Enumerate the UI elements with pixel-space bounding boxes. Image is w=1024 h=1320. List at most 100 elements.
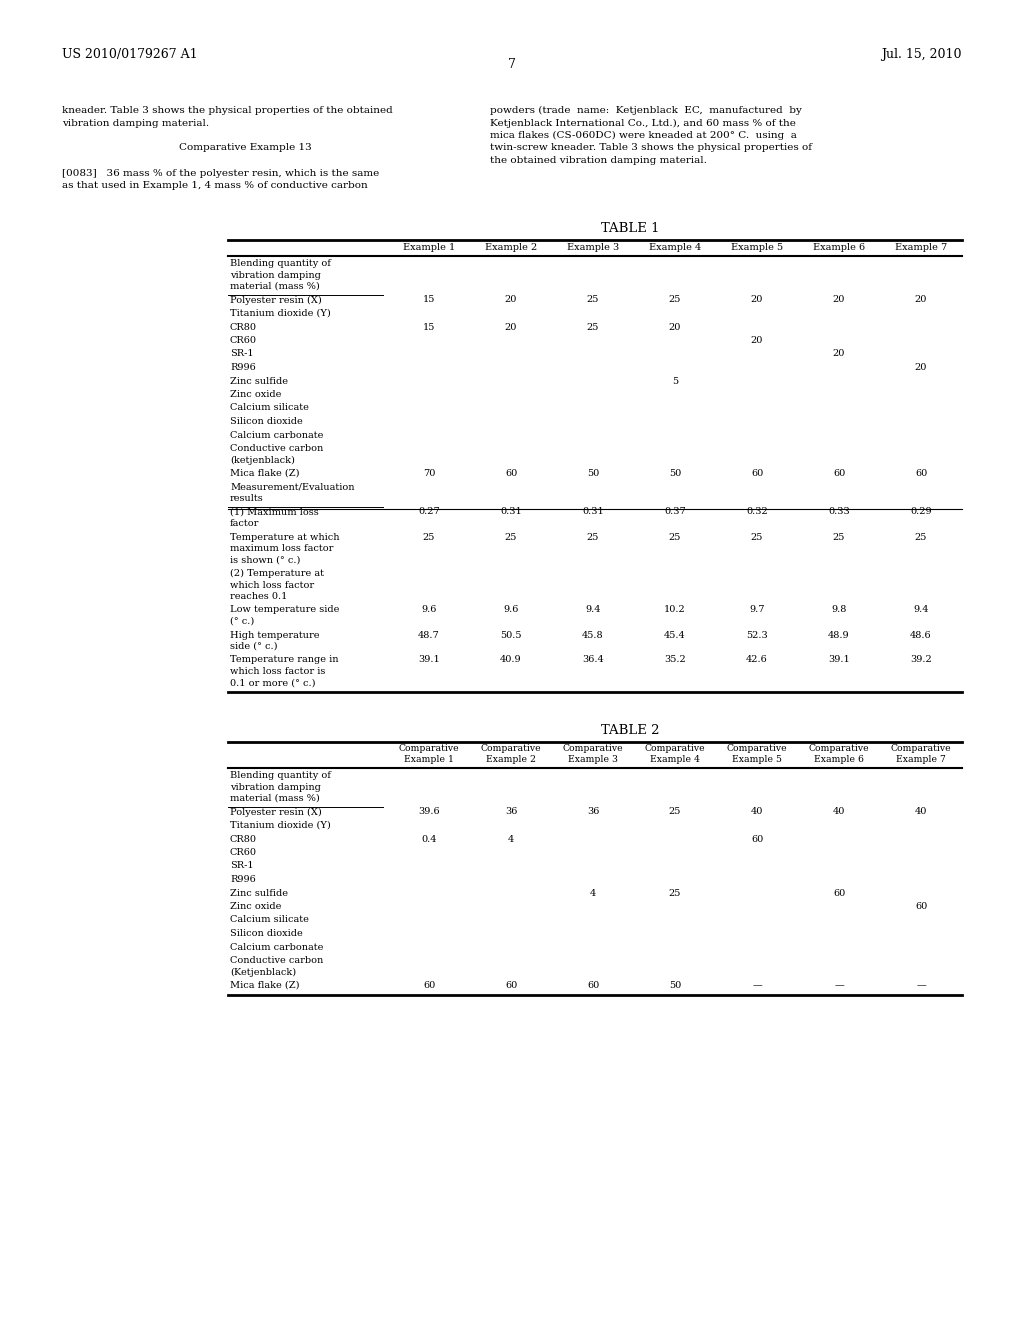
Text: 0.33: 0.33	[828, 507, 850, 516]
Text: [0083]   36 mass % of the polyester resin, which is the same: [0083] 36 mass % of the polyester resin,…	[62, 169, 379, 177]
Text: 60: 60	[833, 888, 845, 898]
Text: 36: 36	[587, 808, 599, 817]
Text: Comparative: Comparative	[891, 744, 951, 752]
Text: 50: 50	[669, 469, 681, 478]
Text: 60: 60	[751, 469, 763, 478]
Text: 9.8: 9.8	[831, 606, 847, 615]
Text: material (mass %): material (mass %)	[230, 282, 319, 290]
Text: 0.31: 0.31	[500, 507, 522, 516]
Text: 39.6: 39.6	[418, 808, 440, 817]
Text: 25: 25	[669, 888, 681, 898]
Text: Calcium carbonate: Calcium carbonate	[230, 942, 324, 952]
Text: 35.2: 35.2	[665, 656, 686, 664]
Text: 50: 50	[669, 981, 681, 990]
Text: Silicon dioxide: Silicon dioxide	[230, 417, 303, 426]
Text: R996: R996	[230, 875, 256, 884]
Text: Example 6: Example 6	[814, 755, 864, 764]
Text: reaches 0.1: reaches 0.1	[230, 591, 288, 601]
Text: twin-screw kneader. Table 3 shows the physical properties of: twin-screw kneader. Table 3 shows the ph…	[490, 144, 812, 153]
Text: the obtained vibration damping material.: the obtained vibration damping material.	[490, 156, 707, 165]
Text: —: —	[916, 981, 926, 990]
Text: Titanium dioxide (Y): Titanium dioxide (Y)	[230, 309, 331, 318]
Text: Polyester resin (X): Polyester resin (X)	[230, 296, 322, 305]
Text: 60: 60	[914, 902, 927, 911]
Text: 25: 25	[669, 532, 681, 541]
Text: 20: 20	[914, 296, 927, 305]
Text: 25: 25	[669, 808, 681, 817]
Text: 5: 5	[672, 376, 678, 385]
Text: Mica flake (Z): Mica flake (Z)	[230, 981, 299, 990]
Text: Temperature at which: Temperature at which	[230, 532, 340, 541]
Text: Comparative: Comparative	[398, 744, 460, 752]
Text: side (° c.): side (° c.)	[230, 642, 278, 651]
Text: CR80: CR80	[230, 834, 257, 843]
Text: SR-1: SR-1	[230, 862, 254, 870]
Text: results: results	[230, 494, 264, 503]
Text: R996: R996	[230, 363, 256, 372]
Text: 0.29: 0.29	[910, 507, 932, 516]
Text: Example 7: Example 7	[896, 755, 946, 764]
Text: CR60: CR60	[230, 337, 257, 345]
Text: Example 3: Example 3	[567, 243, 620, 252]
Text: Measurement/Evaluation: Measurement/Evaluation	[230, 483, 354, 491]
Text: Calcium carbonate: Calcium carbonate	[230, 430, 324, 440]
Text: 15: 15	[423, 296, 435, 305]
Text: 52.3: 52.3	[746, 631, 768, 639]
Text: 50.5: 50.5	[501, 631, 522, 639]
Text: 4: 4	[590, 888, 596, 898]
Text: Blending quantity of: Blending quantity of	[230, 259, 331, 268]
Text: High temperature: High temperature	[230, 631, 319, 639]
Text: SR-1: SR-1	[230, 350, 254, 359]
Text: Mica flake (Z): Mica flake (Z)	[230, 469, 299, 478]
Text: 20: 20	[505, 296, 517, 305]
Text: Polyester resin (X): Polyester resin (X)	[230, 808, 322, 817]
Text: Example 1: Example 1	[404, 755, 454, 764]
Text: 39.2: 39.2	[910, 656, 932, 664]
Text: which loss factor: which loss factor	[230, 581, 314, 590]
Text: maximum loss factor: maximum loss factor	[230, 544, 334, 553]
Text: 0.32: 0.32	[746, 507, 768, 516]
Text: 25: 25	[833, 532, 845, 541]
Text: Calcium silicate: Calcium silicate	[230, 916, 309, 924]
Text: 4: 4	[508, 834, 514, 843]
Text: 60: 60	[505, 981, 517, 990]
Text: 36.4: 36.4	[582, 656, 604, 664]
Text: 39.1: 39.1	[418, 656, 440, 664]
Text: 7: 7	[508, 58, 516, 71]
Text: 20: 20	[751, 296, 763, 305]
Text: 10.2: 10.2	[665, 606, 686, 615]
Text: —: —	[835, 981, 844, 990]
Text: Example 7: Example 7	[895, 243, 947, 252]
Text: 25: 25	[914, 532, 927, 541]
Text: 40.9: 40.9	[500, 656, 522, 664]
Text: Example 5: Example 5	[732, 755, 782, 764]
Text: 20: 20	[505, 322, 517, 331]
Text: 20: 20	[751, 337, 763, 345]
Text: Example 2: Example 2	[486, 755, 536, 764]
Text: 45.4: 45.4	[665, 631, 686, 639]
Text: (Ketjenblack): (Ketjenblack)	[230, 968, 296, 977]
Text: Ketjenblack International Co., Ltd.), and 60 mass % of the: Ketjenblack International Co., Ltd.), an…	[490, 119, 796, 128]
Text: Conductive carbon: Conductive carbon	[230, 956, 324, 965]
Text: 9.7: 9.7	[750, 606, 765, 615]
Text: 50: 50	[587, 469, 599, 478]
Text: Silicon dioxide: Silicon dioxide	[230, 929, 303, 939]
Text: is shown (° c.): is shown (° c.)	[230, 556, 300, 565]
Text: 15: 15	[423, 322, 435, 331]
Text: Temperature range in: Temperature range in	[230, 656, 339, 664]
Text: 20: 20	[833, 350, 845, 359]
Text: kneader. Table 3 shows the physical properties of the obtained: kneader. Table 3 shows the physical prop…	[62, 106, 393, 115]
Text: vibration damping: vibration damping	[230, 783, 321, 792]
Text: vibration damping material.: vibration damping material.	[62, 119, 209, 128]
Text: factor: factor	[230, 519, 259, 528]
Text: Example 6: Example 6	[813, 243, 865, 252]
Text: Comparative: Comparative	[562, 744, 624, 752]
Text: 0.27: 0.27	[418, 507, 440, 516]
Text: Blending quantity of: Blending quantity of	[230, 771, 331, 780]
Text: 48.7: 48.7	[418, 631, 440, 639]
Text: 25: 25	[505, 532, 517, 541]
Text: vibration damping: vibration damping	[230, 271, 321, 280]
Text: 48.6: 48.6	[910, 631, 932, 639]
Text: 39.1: 39.1	[828, 656, 850, 664]
Text: 0.31: 0.31	[582, 507, 604, 516]
